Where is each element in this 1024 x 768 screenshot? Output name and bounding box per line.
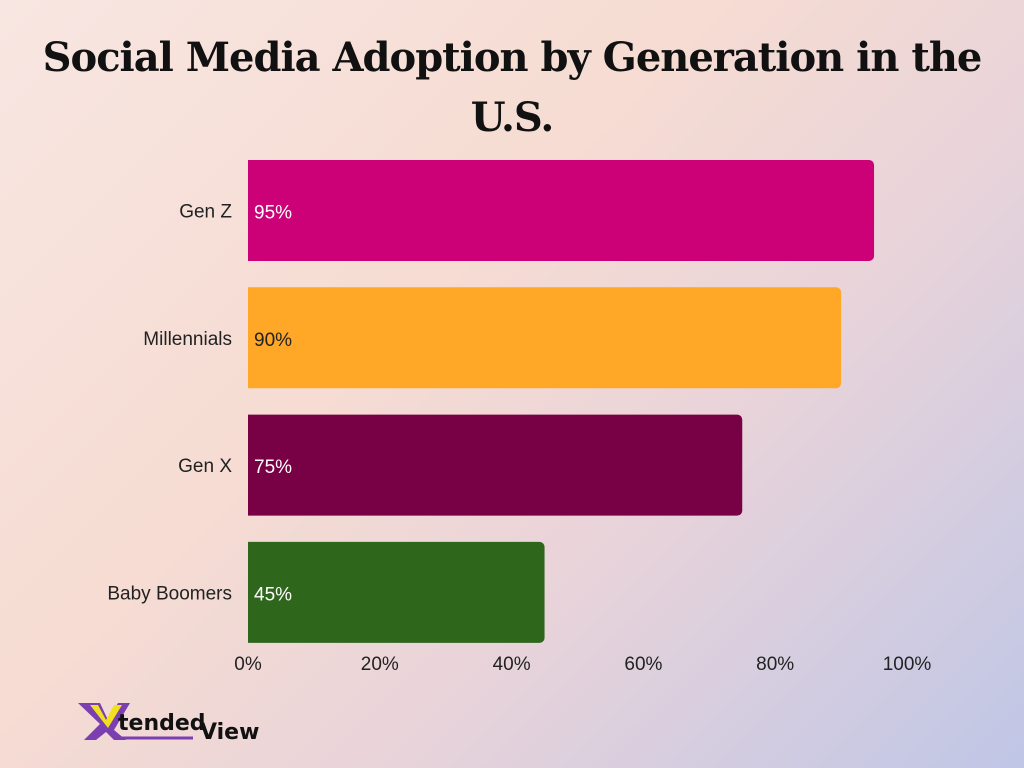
category-label: Millennials xyxy=(143,329,232,350)
xtendedview-logo: tended View xyxy=(78,703,259,745)
x-tick-label: 60% xyxy=(624,654,662,675)
x-tick-label: 0% xyxy=(234,654,262,675)
bar xyxy=(248,414,743,516)
chart-title: Social Media Adoption by Generation in t… xyxy=(42,34,983,141)
x-tick-label: 40% xyxy=(493,654,531,675)
data-label: 90% xyxy=(254,330,292,351)
svg-text:View: View xyxy=(200,720,259,745)
category-label: Gen X xyxy=(178,456,232,477)
data-label: 45% xyxy=(254,584,292,605)
bar xyxy=(248,160,875,261)
bar xyxy=(248,541,545,643)
bar xyxy=(248,287,842,389)
svg-text:tended: tended xyxy=(118,711,206,736)
x-tick-label: 80% xyxy=(756,654,794,675)
category-label: Baby Boomers xyxy=(107,583,232,604)
x-tick-label: 100% xyxy=(883,654,932,675)
data-label: 95% xyxy=(254,203,292,224)
x-tick-label: 20% xyxy=(361,654,399,675)
category-label: Gen Z xyxy=(179,202,232,223)
data-label: 75% xyxy=(254,457,292,478)
